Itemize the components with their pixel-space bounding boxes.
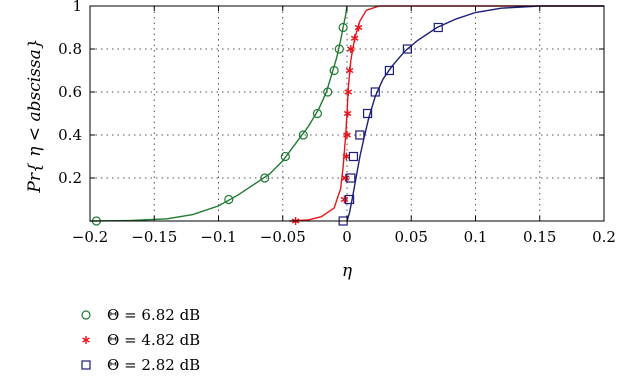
circle-marker <box>334 44 344 54</box>
series-line-1 <box>289 5 604 222</box>
circle-marker <box>312 108 323 119</box>
x-tick-label: 0.05 <box>395 228 428 246</box>
circle-marker <box>298 130 308 140</box>
y-tick-label: 1 <box>72 0 82 15</box>
y-axis-label: Pr{ η < abscissa} <box>25 38 45 193</box>
x-tick-label: −0.05 <box>260 228 306 246</box>
square-marker <box>370 87 380 97</box>
circle-marker <box>280 151 290 162</box>
circle-marker <box>81 310 91 320</box>
legend-label: Θ = 6.82 dB <box>107 306 200 324</box>
square-marker <box>344 194 355 205</box>
series-line-0 <box>89 5 348 222</box>
axis-ticks: −0.2 −0.15 −0.1 −0.05 0 0.05 0.1 0.15 0.2 0.2 0.4 0… <box>58 0 616 246</box>
x-tick-label: 0 <box>342 228 352 246</box>
asterisk-marker <box>344 88 353 96</box>
legend: Θ = 6.82 dB Θ = 4.82 dB Θ = 2.82 dB <box>81 306 200 374</box>
legend-label: Θ = 4.82 dB <box>107 331 200 349</box>
square-marker <box>433 22 443 33</box>
asterisk-marker <box>343 131 351 139</box>
asterisk-marker <box>350 34 359 43</box>
circle-marker <box>338 22 348 33</box>
x-tick-label: 0.2 <box>592 228 616 246</box>
asterisk-marker <box>340 195 349 204</box>
square-marker <box>402 44 412 54</box>
y-tick-label: 0.6 <box>58 83 82 101</box>
asterisk-marker <box>345 66 354 75</box>
series-markers <box>91 22 443 226</box>
circle-marker <box>329 65 339 76</box>
circle-marker <box>323 87 333 97</box>
x-tick-label: 0.15 <box>523 228 556 246</box>
legend-item: Θ = 2.82 dB <box>81 356 200 374</box>
legend-label: Θ = 2.82 dB <box>107 356 200 374</box>
y-tick-label: 0.4 <box>58 126 82 144</box>
legend-item: Θ = 4.82 dB <box>82 331 200 349</box>
x-tick-label: −0.1 <box>200 228 236 246</box>
circle-marker <box>224 194 234 205</box>
asterisk-marker <box>341 174 350 182</box>
x-tick-label: 0.1 <box>464 228 488 246</box>
x-tick-label: −0.2 <box>72 228 108 246</box>
asterisk-marker <box>343 109 352 118</box>
square-marker <box>355 130 365 140</box>
x-tick-label: −0.15 <box>131 228 177 246</box>
square-marker <box>384 65 395 76</box>
y-tick-label: 0.8 <box>58 40 82 58</box>
square-marker <box>81 360 91 370</box>
square-marker <box>362 108 373 119</box>
asterisk-marker <box>82 336 90 344</box>
legend-item: Θ = 6.82 dB <box>81 306 200 324</box>
asterisk-marker <box>342 152 351 161</box>
square-marker <box>348 151 359 162</box>
x-axis-label: η <box>342 261 353 281</box>
asterisk-marker <box>347 45 355 53</box>
asterisk-marker <box>354 23 363 32</box>
circle-marker <box>260 173 270 183</box>
square-marker <box>346 173 356 183</box>
y-tick-label: 0.2 <box>58 169 82 187</box>
